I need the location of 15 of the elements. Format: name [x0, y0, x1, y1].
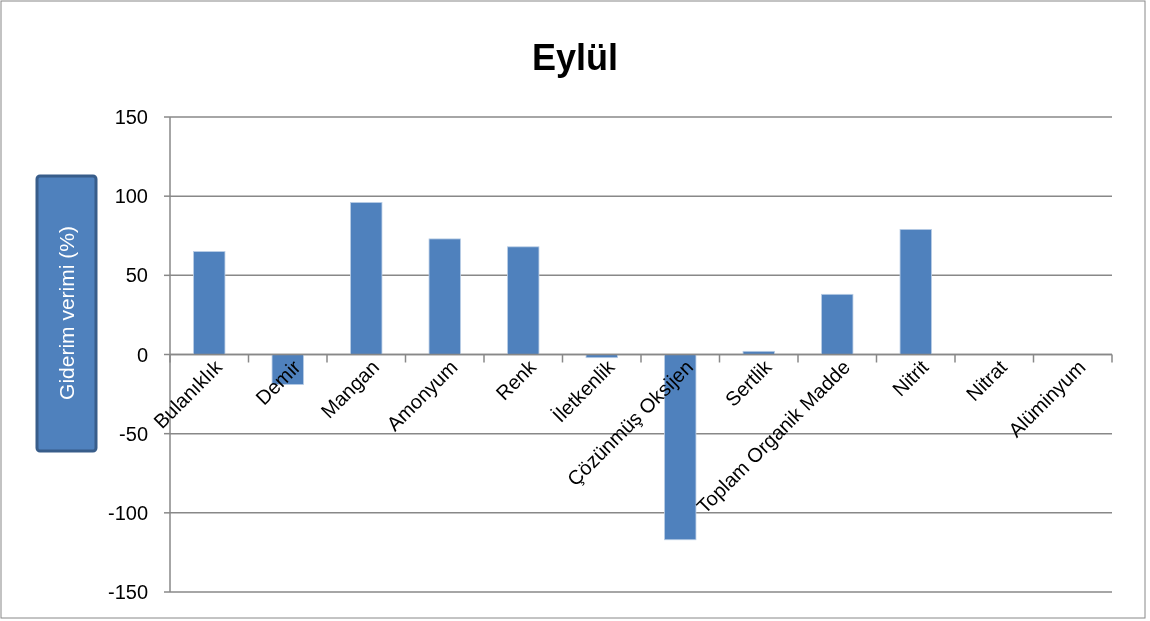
bar: [899, 229, 932, 355]
y-tick-label: -100: [107, 501, 148, 524]
chart-title: Eylül: [531, 37, 619, 78]
bar: [428, 238, 461, 355]
bar: [350, 202, 383, 355]
bar: [821, 293, 854, 355]
y-tick-label: 50: [125, 264, 148, 287]
y-tick-label: 100: [114, 185, 148, 208]
bar: [193, 251, 226, 355]
y-tick-label: -50: [119, 422, 148, 445]
bar: [507, 246, 540, 355]
y-tick-label: 150: [114, 106, 148, 128]
y-tick-label: -150: [107, 581, 148, 603]
y-tick-label: 0: [136, 343, 148, 366]
y-axis-title: Giderim verimi (%): [55, 226, 78, 400]
